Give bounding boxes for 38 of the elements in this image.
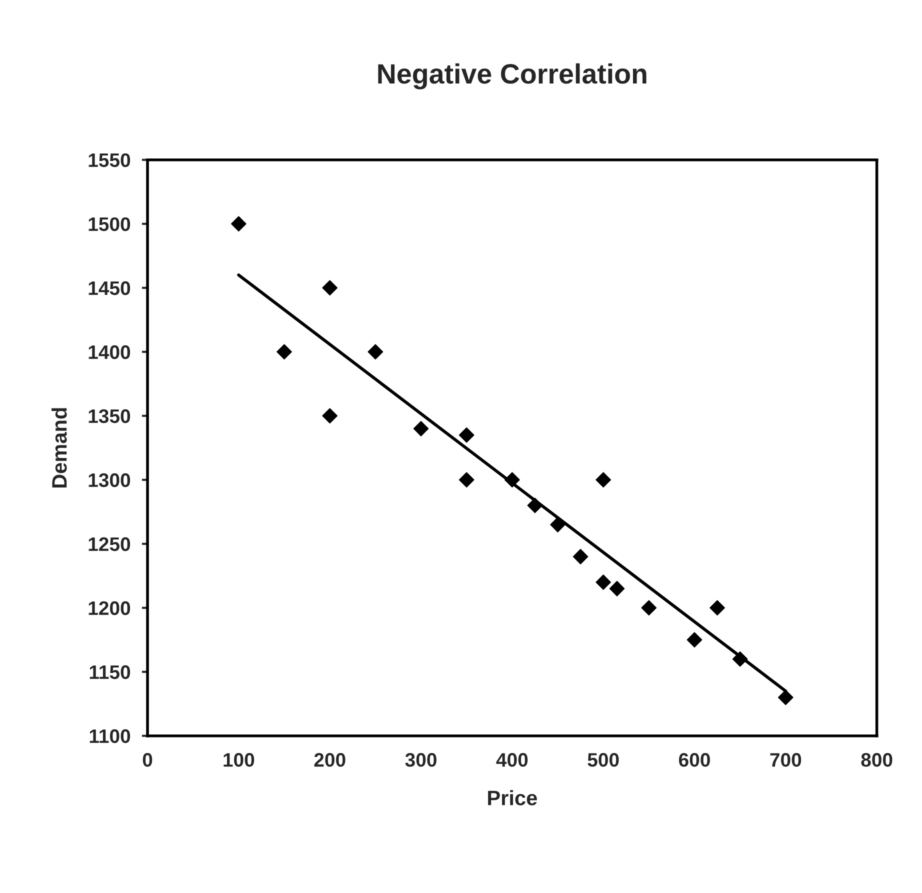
point	[710, 600, 725, 616]
point	[458, 427, 474, 443]
y-axis-title: Demand	[52, 408, 67, 488]
point	[572, 548, 588, 564]
x-tick-label: 800	[861, 753, 892, 767]
x-tick-label: 0	[142, 753, 152, 767]
y-tick-label: 1100	[90, 729, 130, 744]
x-tick-label: 500	[588, 753, 619, 767]
y-tick-label: 1550	[88, 153, 130, 168]
x-axis-title: Price	[488, 790, 537, 806]
x-tick-label: 300	[405, 753, 436, 767]
point	[778, 690, 794, 706]
y-tick-label: 1400	[88, 345, 130, 360]
y-tick-label: 1150	[90, 665, 130, 680]
point	[596, 472, 612, 488]
y-tick-label: 1450	[88, 281, 130, 296]
y-tick-label: 1300	[88, 473, 130, 488]
x-tick-label: 700	[770, 753, 802, 767]
point	[609, 580, 625, 596]
x-tick-label: 400	[496, 753, 528, 767]
point	[230, 216, 246, 232]
point	[413, 420, 429, 436]
x-tick-label: 200	[314, 753, 346, 767]
point	[322, 280, 338, 296]
x-tick-label: 100	[224, 753, 254, 767]
point	[686, 632, 702, 648]
point	[322, 408, 338, 424]
point	[596, 574, 612, 590]
y-tick-label: 1200	[88, 601, 130, 616]
y-tick-label: 1500	[88, 217, 130, 232]
point	[641, 600, 657, 616]
point	[458, 472, 474, 488]
y-tick-label: 1350	[88, 409, 130, 424]
y-tick-label: 1250	[88, 537, 130, 552]
point	[276, 344, 292, 360]
chart-title: Negative Correlation	[378, 63, 646, 90]
x-tick-label: 600	[678, 753, 710, 767]
point	[368, 344, 384, 360]
